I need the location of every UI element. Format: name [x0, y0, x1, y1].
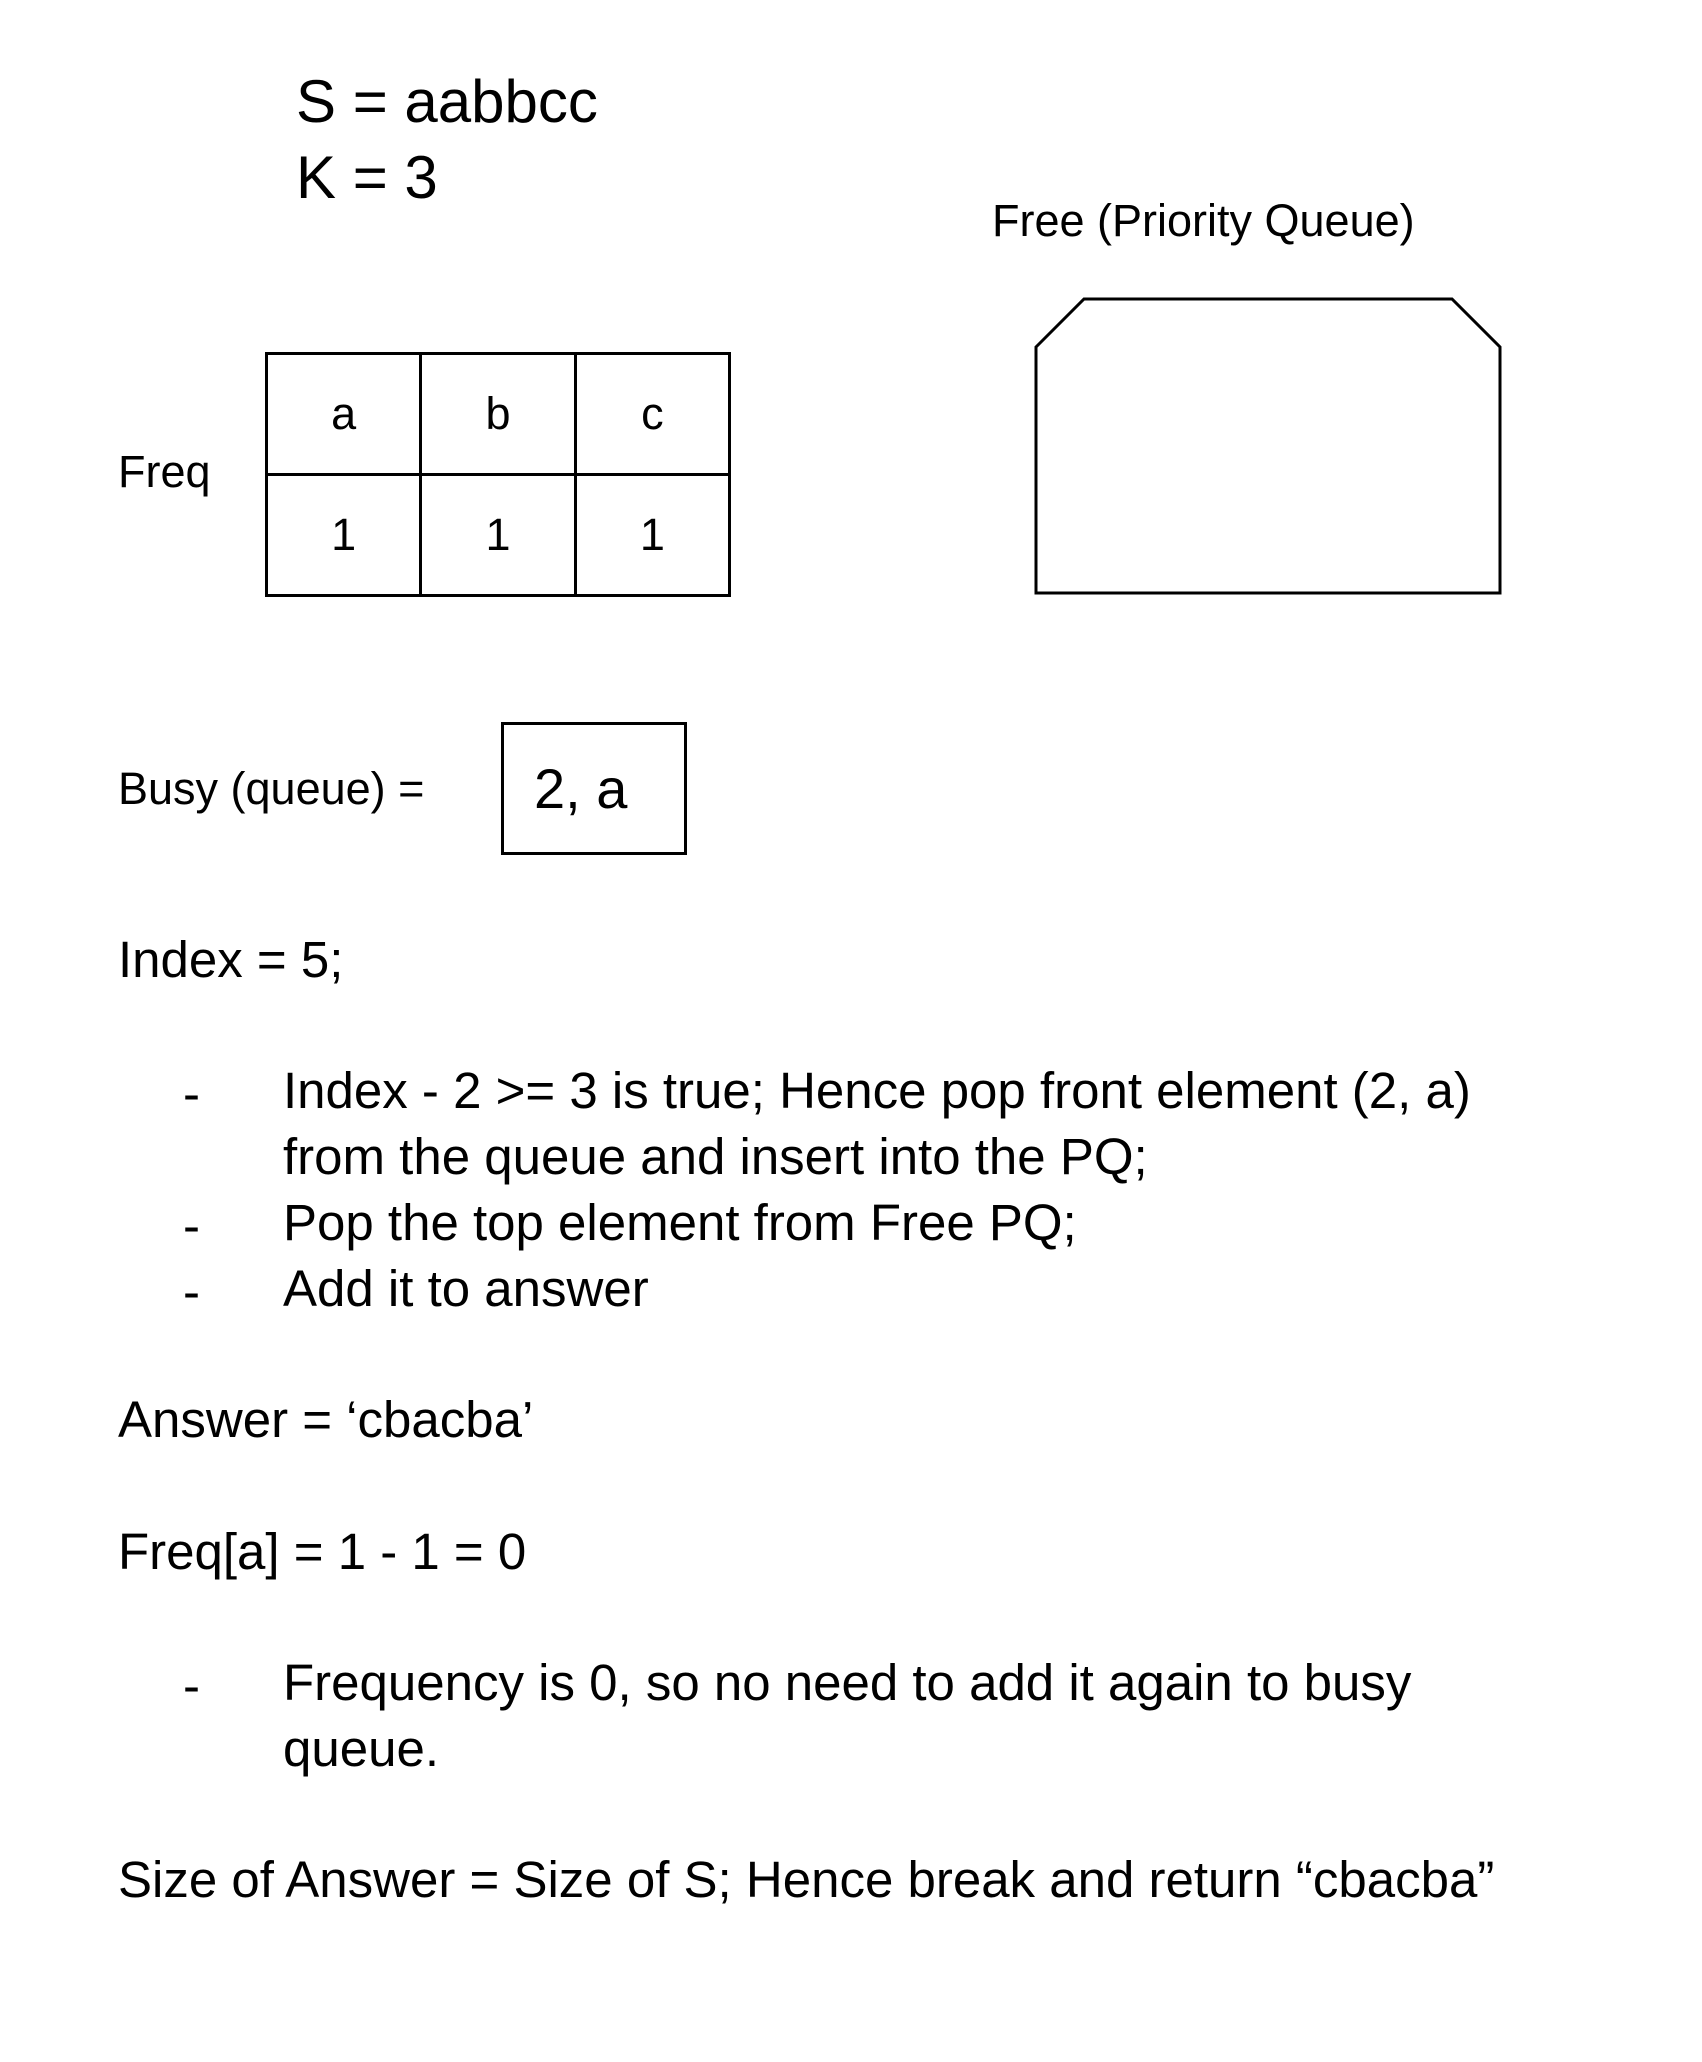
freq-label: Freq: [118, 446, 211, 497]
step2-text: Pop the top element from Free PQ;: [283, 1194, 1077, 1251]
final-line: Size of Answer = Size of S; Hence break …: [118, 1851, 1495, 1908]
freq-table-header-row: a b c: [264, 352, 732, 476]
step1-line1: Index - 2 >= 3 is true; Hence pop front …: [283, 1062, 1471, 1119]
freq-table-value-row: 1 1 1: [264, 473, 732, 597]
index-line: Index = 5;: [118, 931, 344, 988]
busy-queue-label: Busy (queue) =: [118, 763, 425, 814]
freq-table: a b c 1 1 1: [264, 352, 732, 597]
freq-header-c: c: [573, 352, 732, 476]
busy-queue-box: 2, a: [501, 722, 687, 855]
step1-line2: from the queue and insert into the PQ;: [283, 1128, 1148, 1185]
note-line1: Frequency is 0, so no need to add it aga…: [283, 1654, 1412, 1711]
freq-value-c: 1: [573, 473, 732, 597]
step2-bullet: -: [183, 1197, 200, 1254]
note-line2: queue.: [283, 1720, 439, 1777]
step1-bullet: -: [183, 1065, 200, 1122]
busy-queue-item: 2, a: [534, 757, 628, 820]
step3-bullet: -: [183, 1263, 200, 1320]
freq-header-b: b: [419, 352, 577, 476]
answer-line: Answer = ‘cbacba’: [118, 1391, 534, 1448]
free-pq-container: [1034, 297, 1502, 595]
free-pq-label: Free (Priority Queue): [992, 195, 1415, 246]
freq-header-a: a: [264, 352, 423, 476]
freq-update-line: Freq[a] = 1 - 1 = 0: [118, 1523, 527, 1580]
freq-value-b: 1: [419, 473, 577, 597]
note-bullet: -: [183, 1657, 200, 1714]
freq-value-a: 1: [264, 473, 423, 597]
s-string-label: S = aabbcc: [296, 68, 598, 135]
step3-text: Add it to answer: [283, 1260, 649, 1317]
k-value-label: K = 3: [296, 144, 438, 211]
